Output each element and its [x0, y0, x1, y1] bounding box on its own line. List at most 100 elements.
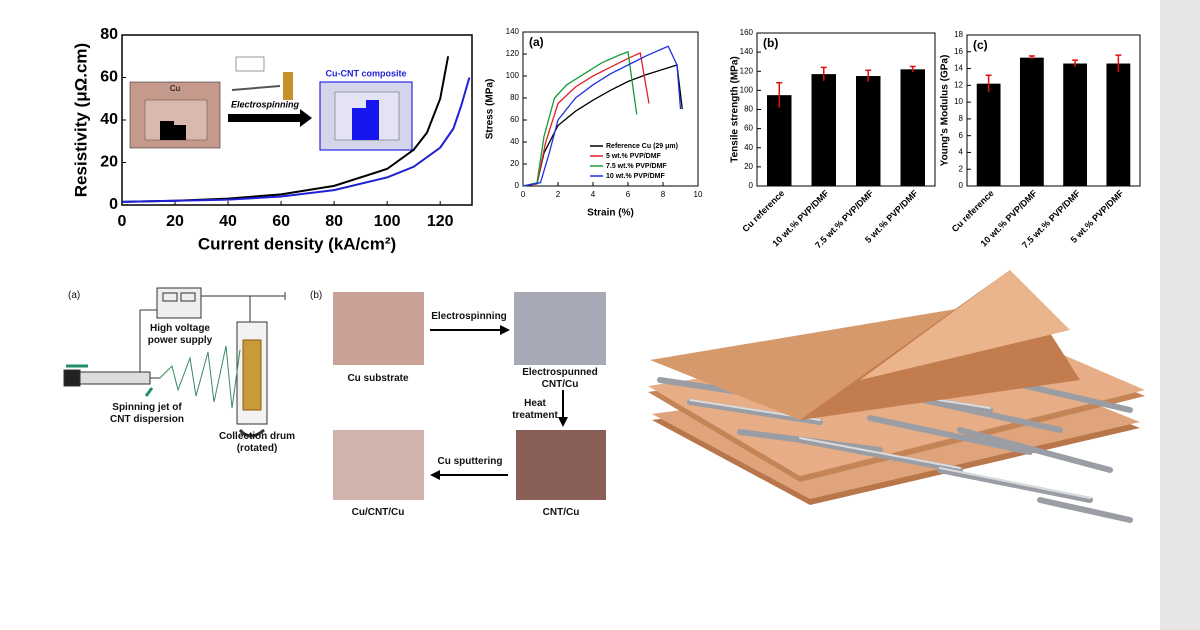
line	[522, 50, 638, 187]
x-tick-label: 120	[427, 213, 454, 230]
y-tick-label: 0	[109, 196, 118, 213]
legend-label: Reference Cu (29 μm)	[606, 143, 678, 150]
y-axis-label: Young's Modulus (GPa)	[940, 55, 951, 167]
process-label: (b)	[310, 290, 323, 301]
arrow-label: Cu sputtering	[437, 456, 503, 467]
y-tick-label: 100	[740, 85, 754, 94]
x-tick-label: 40	[219, 213, 237, 230]
inset-drum	[283, 72, 293, 100]
x-tick-label: 100	[374, 213, 401, 230]
y-tick-label: 0	[959, 181, 964, 190]
inset-bar	[366, 100, 379, 140]
y-tick-label: 60	[100, 69, 118, 86]
x-tick-label: 0	[521, 190, 526, 199]
y-tick-label: 100	[506, 71, 520, 80]
inset-arrow	[228, 109, 312, 127]
x-axis-label: Current density (kA/cm²)	[198, 234, 396, 253]
drum-label: Collection drum (rotated)	[218, 431, 296, 454]
y-tick-label: 80	[510, 93, 519, 102]
legend-label: 10 wt.% PVP/DMF	[606, 173, 665, 180]
x-tick-label: 0	[118, 213, 127, 230]
inset-syringe	[231, 85, 281, 91]
bar	[1019, 57, 1044, 187]
y-tick-label: 140	[506, 27, 520, 36]
plot-frame	[966, 34, 1141, 187]
x-tick-label: 6	[626, 190, 631, 199]
legend-label: 5 wt.% PVP/DMF	[606, 153, 662, 160]
arrow-head	[558, 417, 568, 427]
power-supply-label: High voltage power supply	[147, 323, 213, 346]
y-tick-label: 0	[515, 181, 520, 190]
photo-label: Cu substrate	[347, 373, 409, 384]
line	[121, 77, 471, 203]
y-tick-label: 40	[100, 111, 118, 128]
inset-apparatus	[235, 56, 265, 72]
photo-label: CNT/Cu	[542, 507, 580, 518]
inset-cnt-label: Cu-CNT composite	[326, 68, 407, 78]
legend-label: 7.5 wt.% PVP/DMF	[606, 163, 667, 170]
render	[648, 270, 1145, 523]
y-tick-label: 6	[959, 131, 964, 140]
y-tick-label: 8	[959, 114, 964, 123]
x-tick-label: 60	[272, 213, 290, 230]
y-tick-label: 40	[744, 143, 753, 152]
x-tick-label: 80	[325, 213, 343, 230]
y-tick-label: 120	[740, 66, 754, 75]
y-tick-label: 80	[100, 26, 118, 43]
drum	[242, 339, 262, 411]
photo-cnt-cu	[516, 430, 606, 500]
jet-label: Spinning jet of CNT dispersion	[110, 402, 184, 425]
y-tick-label: 10	[954, 97, 963, 106]
y-tick-label: 12	[954, 80, 963, 89]
photo-cu-cnt-cu	[333, 430, 424, 500]
side-strip	[1160, 0, 1200, 630]
x-tick-label: Cu reference	[950, 188, 996, 234]
jet	[159, 345, 241, 409]
syringe-plunger	[63, 369, 81, 387]
y-tick-label: 80	[744, 105, 753, 114]
y-axis-label: Stress (MPa)	[485, 79, 496, 140]
y-tick-label: 60	[510, 115, 519, 124]
photo-electrospun	[514, 292, 606, 365]
inset-bar	[352, 108, 366, 140]
y-tick-label: 40	[510, 137, 519, 146]
bar	[900, 69, 925, 186]
bar	[767, 95, 792, 186]
x-axis-label: Strain (%)	[587, 208, 634, 219]
arrow-label: Heat treatment	[512, 398, 558, 421]
arrow-head	[500, 325, 510, 335]
y-tick-label: 120	[506, 49, 520, 58]
y-axis-label: Resistivity (μΩ.cm)	[71, 43, 90, 197]
power-dial	[180, 292, 196, 302]
line	[522, 45, 682, 187]
bar	[1063, 63, 1088, 187]
y-tick-label: 160	[740, 28, 754, 37]
x-tick-label: 4	[591, 190, 596, 199]
plot-frame	[522, 31, 699, 187]
x-tick-label: Cu reference	[740, 188, 786, 234]
y-tick-label: 4	[959, 148, 964, 157]
inset-bar	[174, 125, 186, 140]
fold-light	[860, 270, 1070, 380]
panel-label: (c)	[973, 38, 988, 52]
inset-arrow-label: Electrospinning	[231, 99, 300, 109]
line	[522, 51, 650, 187]
photo-label: Cu/CNT/Cu	[351, 507, 405, 518]
y-tick-label: 20	[100, 154, 118, 171]
jet-arrow	[144, 387, 154, 397]
x-tick-label: 20	[166, 213, 184, 230]
y-axis-label: Tensile strength (MPa)	[730, 56, 741, 163]
photo-label: Electrospunned CNT/Cu	[522, 367, 598, 390]
y-tick-label: 20	[744, 162, 753, 171]
bar	[976, 83, 1001, 186]
bar	[1106, 63, 1131, 187]
inset-cu-label: Cu	[170, 84, 180, 93]
y-tick-label: 20	[510, 159, 519, 168]
bar	[811, 74, 836, 186]
y-tick-label: 60	[744, 124, 753, 133]
arrow-head	[430, 470, 440, 480]
bar	[856, 76, 881, 186]
x-tick-label: 10	[694, 190, 703, 199]
